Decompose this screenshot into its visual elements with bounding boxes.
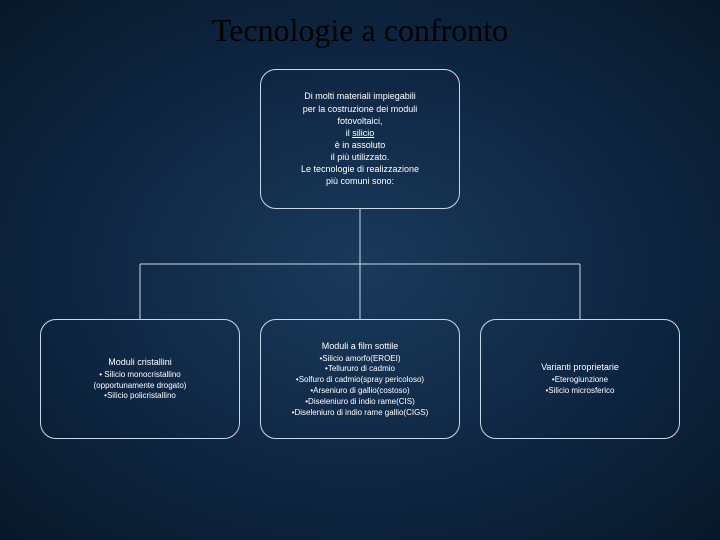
child1-bullet: •Silicio policristallino	[104, 391, 176, 402]
child2-bullet: •Diseleniuro di indio rame(CIS)	[305, 397, 415, 408]
page-title: Tecnologie a confronto	[0, 0, 720, 49]
child2-heading: Moduli a film sottile	[322, 340, 399, 352]
child-node-2: Moduli a film sottile •Silicio amorfo(ER…	[260, 319, 460, 439]
root-line: il più utilizzato.	[331, 151, 390, 163]
child2-bullet: •Solfuro di cadmio(spray pericoloso)	[296, 375, 424, 386]
child-node-3: Varianti proprietarie •Eterogiunzione •S…	[480, 319, 680, 439]
child1-heading: Moduli cristallini	[108, 356, 172, 368]
root-line: il silicio	[346, 127, 375, 139]
child1-bullet: (opportunamente drogato)	[94, 381, 187, 392]
root-node: Di molti materiali impiegabili per la co…	[260, 69, 460, 209]
root-line: Le tecnologie di realizzazione	[301, 163, 419, 175]
root-line: per la costruzione dei moduli	[303, 103, 418, 115]
root-line: fotovoltaici,	[337, 115, 382, 127]
child2-bullet: •Diseleniuro di indio rame gallio(CIGS)	[292, 408, 429, 419]
child3-bullet: •Eterogiunzione	[552, 375, 608, 386]
root-line: è in assoluto	[335, 139, 386, 151]
root-keyword: silicio	[352, 128, 374, 138]
root-line: più comuni sono:	[326, 175, 394, 187]
child1-bullet: • Silicio monocristallino	[99, 370, 181, 381]
child3-bullet: •Silicio microsferico	[545, 386, 614, 397]
child2-bullet: •Silicio amorfo(EROEI)	[319, 354, 400, 365]
child3-heading: Varianti proprietarie	[541, 361, 619, 373]
root-line: Di molti materiali impiegabili	[304, 90, 416, 102]
child2-bullet: •Arseniuro di gallio(costoso)	[310, 386, 409, 397]
child2-bullet: •Tellururo di cadmio	[325, 364, 395, 375]
org-chart: Di molti materiali impiegabili per la co…	[0, 49, 720, 509]
child-node-1: Moduli cristallini • Silicio monocristal…	[40, 319, 240, 439]
